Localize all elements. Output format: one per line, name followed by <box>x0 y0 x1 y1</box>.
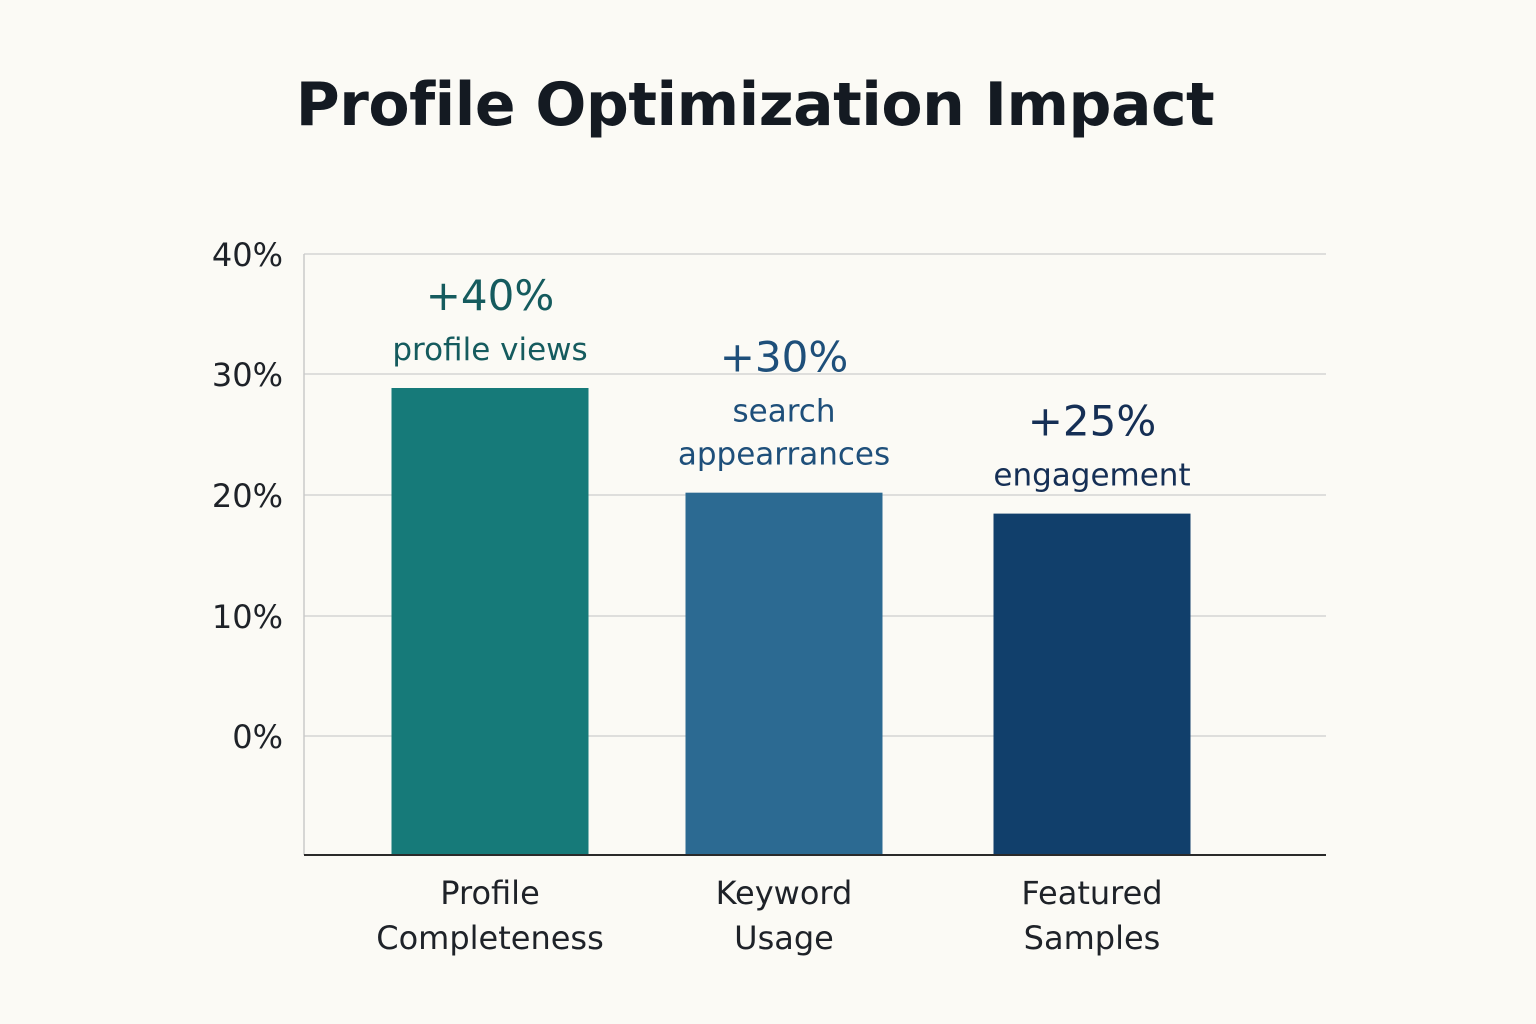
bar-value-label: +25% <box>1028 397 1157 446</box>
bar-annotation-label: engagement <box>993 458 1190 494</box>
bar-value-label: +40% <box>426 271 555 320</box>
y-tick-label: 40% <box>212 236 283 274</box>
bar-1 <box>391 388 589 855</box>
x-tick-label: Profile <box>440 874 540 912</box>
x-tick-label: Keyword <box>716 874 853 912</box>
bar-annotation-label: profile views <box>392 332 587 368</box>
chart-title: Profile Optimization Impact <box>295 70 1215 140</box>
x-tick-label: Samples <box>1024 919 1161 957</box>
y-tick-label: 10% <box>212 598 283 636</box>
y-tick-label: 20% <box>212 477 283 515</box>
bar-value-label: +30% <box>720 333 849 382</box>
bar-2 <box>685 492 883 855</box>
bar-3 <box>993 513 1191 855</box>
bar-annotation-label: appearrances <box>678 437 890 473</box>
x-tick-label: Completeness <box>376 919 604 957</box>
y-tick-label: 0% <box>232 718 283 756</box>
x-tick-label: Usage <box>734 919 834 957</box>
y-tick-label: 30% <box>212 356 283 394</box>
bar-annotation-label: search <box>733 394 836 430</box>
x-tick-label: Featured <box>1021 874 1162 912</box>
